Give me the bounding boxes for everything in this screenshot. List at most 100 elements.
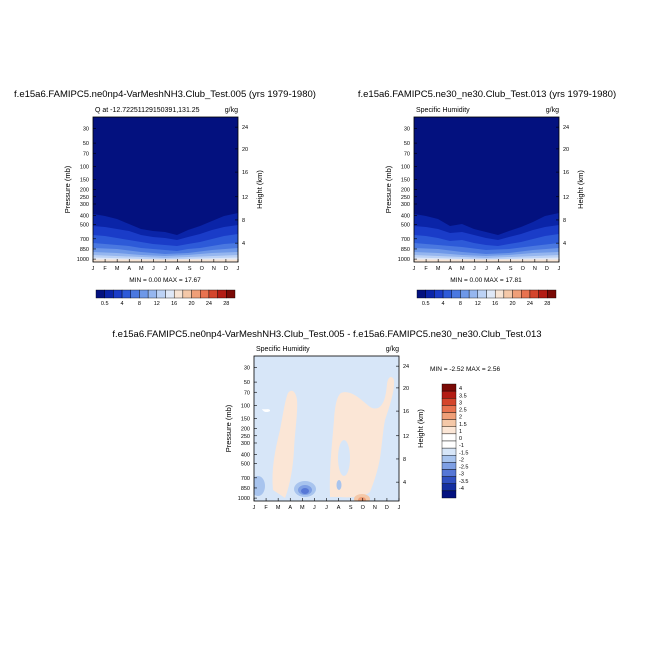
x-tick-label: J [313,505,316,511]
colorbar-box [441,490,457,499]
y-tick-label: 1000 [398,257,410,263]
colorbar-box [156,289,166,299]
colorbar-label: 16 [171,301,177,307]
y-tick-label: 100 [401,164,410,170]
contour-field [414,117,559,262]
panel-subtitle-left: Specific Humidity [256,346,310,353]
y-tick-label: 400 [241,453,250,459]
contour-band [358,497,366,501]
y-tick-label: 200 [401,188,410,194]
colorbar-label: 28 [544,301,550,307]
colorbar-box [460,289,470,299]
colorbar-label: -1 [459,443,464,449]
x-tick-label: M [115,266,120,272]
colorbar-label: 1 [459,429,462,435]
colorbar-box [441,426,457,435]
y-tick-label: 250 [80,195,89,201]
x-tick-label: J [237,266,240,272]
x-tick-label: J [253,505,256,511]
colorbar-label: 16 [492,301,498,307]
x-tick-label: N [212,266,216,272]
contour-band [338,440,350,476]
y-axis-label-height: Height (km) [416,409,425,448]
y-tick-label: 850 [401,247,410,253]
colorbar-box [538,289,548,299]
panel-title: f.e15a6.FAMIPC5.ne0np4-VarMeshNH3.Club_T… [14,89,316,100]
y-tick-label: 50 [83,141,89,147]
x-tick-label: M [300,505,305,511]
x-tick-label: O [361,505,366,511]
y-tick-label: 100 [80,164,89,170]
colorbar-box [494,289,505,299]
colorbar-label: 2 [459,415,462,421]
colorbar-box [441,462,457,470]
x-tick-label: S [509,266,513,272]
y-tick-label: 150 [401,177,410,183]
colorbar-box [208,289,218,299]
y2-tick-label: 20 [403,386,409,392]
colorbar-box [441,412,457,420]
colorbar-label: -1.5 [459,450,468,456]
min-max-label: MIN = 0.00 MAX = 17.81 [450,277,522,284]
colorbar-box [441,383,457,392]
y-axis-right: 24 20 16 12 8 4 [556,125,569,247]
colorbar-box [441,405,457,413]
y-tick-label: 70 [404,151,410,157]
colorbar-label: 12 [154,301,160,307]
x-tick-label: J [92,266,95,272]
x-tick-label: J [152,266,155,272]
colorbar-label: -2 [459,457,464,463]
colorbar-box [173,289,184,299]
y2-tick-label: 12 [403,434,409,440]
y-axis-right: 24 20 16 12 8 4 [235,125,248,247]
colorbar-box [486,289,496,299]
y-axis-label-pressure: Pressure (mb) [224,404,233,452]
colorbar-box [441,455,457,463]
y-tick-label: 30 [83,127,89,133]
y-tick-label: 70 [244,390,250,396]
panel-subtitle-right: g/kg [225,107,238,114]
colorbar-label: 4 [459,386,462,392]
colorbar-box [200,289,210,299]
x-tick-label: M [436,266,441,272]
colorbar: 0.5 4 8 12 16 20 24 28 [95,289,236,307]
x-tick-label: D [385,505,389,511]
y-tick-label: 150 [241,416,250,422]
contour-field [93,117,238,262]
colorbar-box [441,398,457,406]
y2-tick-label: 16 [563,170,569,176]
y-axis-label-pressure: Pressure (mb) [63,165,72,213]
colorbar-label: 0 [459,436,462,442]
x-tick-label: A [127,266,131,272]
y-tick-label: 100 [241,403,250,409]
x-tick-label: F [424,266,428,272]
colorbar-label: 20 [189,301,195,307]
panel-difference: f.e15a6.FAMIPC5.ne0np4-VarMeshNH3.Club_T… [112,329,541,511]
y-tick-label: 300 [401,202,410,208]
y-tick-label: 200 [80,188,89,194]
y-tick-label: 700 [80,237,89,243]
colorbar-box [512,289,522,299]
x-tick-label: A [176,266,180,272]
y2-tick-label: 4 [563,241,566,247]
contour-band [272,390,298,498]
colorbar-box [130,289,140,299]
y-tick-label: 50 [404,141,410,147]
colorbar-label: -4 [459,486,464,492]
x-tick-label: O [521,266,526,272]
colorbar-box [441,447,457,456]
x-tick-label: J [413,266,416,272]
y-tick-label: 500 [80,222,89,228]
y2-tick-label: 24 [563,125,569,131]
colorbar-box [104,289,114,299]
y-tick-label: 300 [80,202,89,208]
colorbar-box [441,433,457,442]
colorbar-box [547,289,557,299]
y2-tick-label: 20 [563,147,569,153]
